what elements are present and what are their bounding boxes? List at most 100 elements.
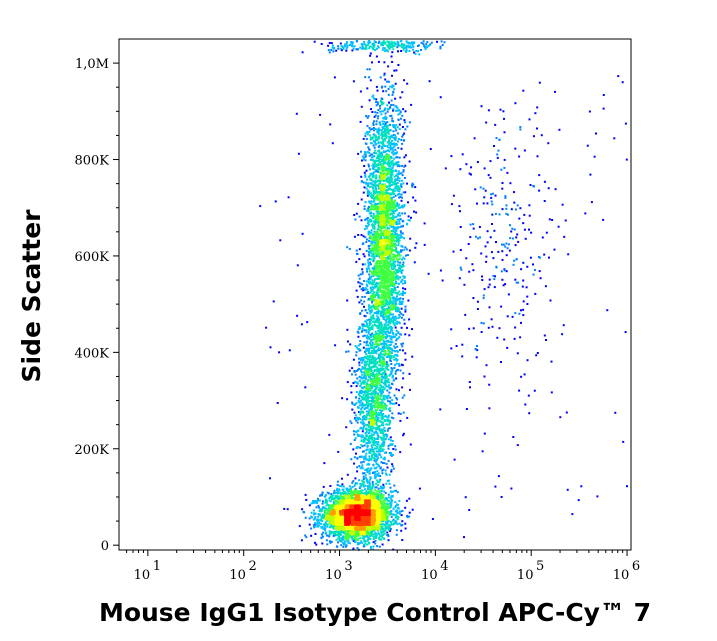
data-point	[375, 210, 378, 213]
data-point	[365, 449, 368, 452]
data-point	[343, 543, 345, 546]
data-point	[391, 399, 394, 402]
data-point	[512, 436, 515, 438]
data-point	[522, 300, 525, 303]
data-point	[351, 481, 354, 484]
data-point	[380, 330, 382, 333]
data-point	[501, 243, 503, 246]
data-point	[382, 519, 385, 522]
data-point	[384, 41, 387, 44]
data-point	[370, 286, 373, 289]
data-point	[368, 247, 371, 250]
data-point	[375, 274, 378, 276]
data-point	[388, 170, 391, 173]
data-point	[361, 367, 364, 370]
data-point	[393, 124, 395, 127]
data-point	[373, 115, 376, 118]
data-point	[370, 415, 373, 418]
data-point	[602, 94, 605, 96]
data-point	[399, 44, 402, 47]
data-point	[358, 534, 361, 537]
data-point	[398, 336, 401, 339]
data-point	[391, 173, 394, 176]
data-point	[380, 390, 383, 393]
data-point	[476, 349, 479, 352]
data-point	[395, 235, 398, 238]
data-point	[338, 534, 341, 537]
data-point	[382, 116, 385, 119]
data-point	[500, 496, 503, 498]
data-point	[392, 150, 395, 153]
data-point	[369, 368, 372, 371]
data-point	[355, 385, 358, 388]
data-point	[376, 403, 379, 406]
data-point	[328, 51, 331, 54]
data-point	[370, 242, 373, 245]
data-point	[332, 527, 335, 530]
data-point	[386, 534, 389, 537]
data-point	[390, 99, 393, 102]
data-point	[588, 110, 591, 113]
data-point	[383, 419, 386, 422]
data-point	[367, 259, 369, 262]
data-point	[390, 513, 393, 516]
data-point	[321, 515, 324, 518]
data-point	[374, 409, 377, 412]
data-point	[359, 282, 362, 285]
data-point	[381, 469, 384, 472]
data-point	[381, 332, 384, 335]
data-point	[388, 334, 391, 337]
data-point	[358, 479, 360, 482]
data-point	[382, 382, 385, 385]
data-point	[378, 370, 381, 372]
data-point	[385, 395, 388, 398]
data-point	[375, 421, 378, 424]
data-point	[370, 448, 373, 451]
data-point	[400, 312, 403, 315]
data-point	[369, 326, 372, 329]
data-point	[394, 506, 397, 509]
data-point	[383, 61, 386, 64]
data-point	[386, 104, 389, 107]
data-point	[371, 253, 374, 256]
data-point	[613, 137, 616, 140]
data-point	[374, 330, 377, 333]
data-point	[335, 534, 338, 536]
data-point	[492, 274, 495, 277]
data-point	[495, 265, 498, 268]
data-point	[369, 291, 372, 294]
data-point	[487, 286, 490, 289]
data-point	[387, 93, 390, 96]
data-point	[369, 452, 372, 454]
data-point	[351, 401, 354, 404]
data-point	[389, 341, 392, 343]
data-point	[366, 87, 369, 90]
data-point	[378, 150, 381, 152]
data-point	[362, 323, 365, 326]
data-point	[384, 117, 387, 120]
data-point	[363, 295, 366, 298]
data-point	[513, 228, 516, 231]
data-point	[376, 111, 379, 114]
data-point	[398, 156, 401, 159]
data-point	[391, 495, 394, 498]
data-point	[373, 241, 376, 244]
data-point	[506, 247, 509, 250]
data-point	[536, 155, 539, 158]
data-point	[378, 533, 381, 536]
data-point	[396, 43, 399, 46]
data-point	[310, 511, 313, 514]
data-point	[363, 280, 366, 282]
data-point	[407, 299, 410, 302]
data-point	[379, 189, 382, 192]
data-point	[373, 184, 376, 187]
data-point	[385, 404, 387, 407]
data-point	[384, 502, 386, 505]
data-point	[439, 408, 442, 411]
data-point	[395, 503, 398, 506]
data-point	[342, 541, 345, 544]
data-point	[365, 414, 368, 417]
data-point	[383, 353, 385, 356]
data-point	[375, 272, 378, 275]
data-point	[401, 174, 404, 177]
